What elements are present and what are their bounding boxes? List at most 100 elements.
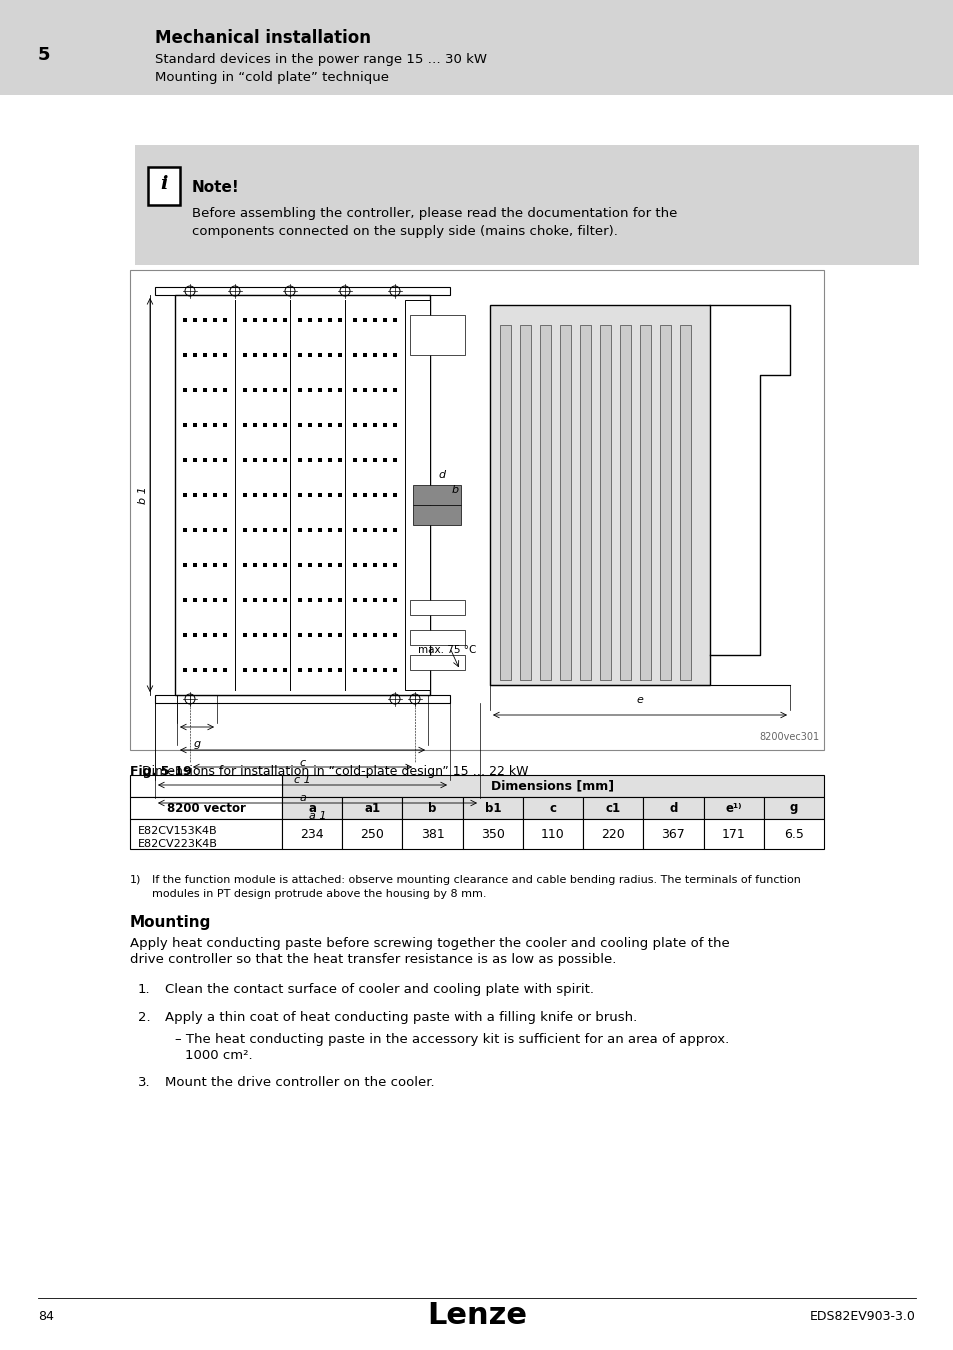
Bar xyxy=(519,325,531,680)
Text: d: d xyxy=(437,470,445,481)
Text: components connected on the supply side (mains choke, filter).: components connected on the supply side … xyxy=(192,224,618,238)
Bar xyxy=(282,819,342,849)
Bar xyxy=(619,325,630,680)
Bar xyxy=(130,775,282,796)
Text: 5: 5 xyxy=(38,46,51,63)
Text: c: c xyxy=(299,757,305,768)
Bar xyxy=(410,599,464,616)
Text: g: g xyxy=(193,738,200,749)
Text: Dimensions [mm]: Dimensions [mm] xyxy=(491,779,614,792)
Text: a: a xyxy=(308,802,315,814)
Bar xyxy=(462,796,522,819)
Text: a 1: a 1 xyxy=(309,811,326,821)
Bar xyxy=(413,505,460,525)
Text: Apply a thin coat of heat conducting paste with a filling knife or brush.: Apply a thin coat of heat conducting pas… xyxy=(165,1011,637,1025)
Bar xyxy=(639,325,650,680)
Text: 350: 350 xyxy=(480,828,504,841)
Bar xyxy=(559,325,571,680)
Bar xyxy=(579,325,590,680)
Text: Lenze: Lenze xyxy=(427,1301,526,1331)
Bar xyxy=(154,695,450,703)
Text: Fig. 5-19: Fig. 5-19 xyxy=(130,765,192,778)
Bar xyxy=(342,796,402,819)
Text: EDS82EV903-3.0: EDS82EV903-3.0 xyxy=(809,1310,915,1323)
Bar xyxy=(410,630,464,645)
Bar xyxy=(135,144,918,265)
Text: E82CV153K4B: E82CV153K4B xyxy=(138,826,217,836)
Text: c1: c1 xyxy=(605,802,620,814)
Bar xyxy=(282,796,342,819)
Text: e¹⁾: e¹⁾ xyxy=(724,802,741,814)
Text: c: c xyxy=(549,802,556,814)
Text: Dimensions for installation in “cold-plate design” 15 … 22 kW: Dimensions for installation in “cold-pla… xyxy=(130,765,528,778)
Bar xyxy=(462,819,522,849)
Text: Standard devices in the power range 15 … 30 kW: Standard devices in the power range 15 …… xyxy=(154,54,486,66)
Bar xyxy=(582,819,642,849)
Text: max. 75 °C: max. 75 °C xyxy=(417,645,476,655)
Text: Mount the drive controller on the cooler.: Mount the drive controller on the cooler… xyxy=(165,1076,435,1089)
Bar xyxy=(499,325,511,680)
Bar xyxy=(490,305,709,684)
Text: 6.5: 6.5 xyxy=(783,828,803,841)
Bar xyxy=(763,819,823,849)
Bar xyxy=(130,270,823,751)
Text: Mounting in “cold plate” technique: Mounting in “cold plate” technique xyxy=(154,70,389,84)
Bar xyxy=(154,288,450,296)
Text: d: d xyxy=(669,802,677,814)
Text: b1: b1 xyxy=(484,802,500,814)
Bar xyxy=(702,819,763,849)
Bar xyxy=(402,819,462,849)
Bar xyxy=(410,655,464,670)
Text: Mounting: Mounting xyxy=(130,915,212,930)
Text: 220: 220 xyxy=(600,828,624,841)
Text: Mechanical installation: Mechanical installation xyxy=(154,28,371,47)
Text: g: g xyxy=(789,802,798,814)
Text: E82CV223K4B: E82CV223K4B xyxy=(138,838,217,849)
Bar xyxy=(763,796,823,819)
Bar xyxy=(0,0,953,95)
Text: Clean the contact surface of cooler and cooling plate with spirit.: Clean the contact surface of cooler and … xyxy=(165,983,594,996)
Bar xyxy=(410,315,464,355)
Text: Before assembling the controller, please read the documentation for the: Before assembling the controller, please… xyxy=(192,207,677,220)
Bar xyxy=(582,796,642,819)
Text: 110: 110 xyxy=(540,828,564,841)
Bar xyxy=(342,819,402,849)
Text: 2.: 2. xyxy=(138,1011,151,1025)
Bar xyxy=(522,796,582,819)
Bar xyxy=(679,325,690,680)
Text: If the function module is attached: observe mounting clearance and cable bending: If the function module is attached: obse… xyxy=(152,875,800,886)
Text: 84: 84 xyxy=(38,1310,53,1323)
Text: drive controller so that the heat transfer resistance is as low as possible.: drive controller so that the heat transf… xyxy=(130,953,616,967)
Text: c 1: c 1 xyxy=(294,775,311,784)
Text: 234: 234 xyxy=(300,828,324,841)
Bar xyxy=(148,167,180,205)
Text: a: a xyxy=(298,792,306,803)
Bar xyxy=(599,325,610,680)
Text: 250: 250 xyxy=(360,828,384,841)
Text: 8200 vector: 8200 vector xyxy=(167,802,245,814)
Text: 8200vec301: 8200vec301 xyxy=(760,732,820,742)
Bar xyxy=(405,300,430,690)
Bar xyxy=(413,485,460,505)
Text: e: e xyxy=(636,695,642,705)
Bar xyxy=(174,296,430,695)
Bar xyxy=(130,796,282,819)
Bar xyxy=(642,819,702,849)
Text: 171: 171 xyxy=(721,828,744,841)
Text: b 1: b 1 xyxy=(138,486,148,504)
Bar xyxy=(402,796,462,819)
Text: 367: 367 xyxy=(660,828,684,841)
Text: Note!: Note! xyxy=(192,180,239,194)
Bar xyxy=(539,325,551,680)
Text: – The heat conducting paste in the accessory kit is sufficient for an area of ap: – The heat conducting paste in the acces… xyxy=(174,1033,728,1046)
Text: 3.: 3. xyxy=(138,1076,151,1089)
Text: Apply heat conducting paste before screwing together the cooler and cooling plat: Apply heat conducting paste before screw… xyxy=(130,937,729,950)
Bar xyxy=(702,796,763,819)
Bar xyxy=(659,325,670,680)
Text: modules in PT design protrude above the housing by 8 mm.: modules in PT design protrude above the … xyxy=(152,890,486,899)
Text: 1.: 1. xyxy=(138,983,151,996)
Bar xyxy=(130,819,282,849)
Text: 1000 cm².: 1000 cm². xyxy=(185,1049,253,1062)
Text: i: i xyxy=(160,176,168,193)
Bar xyxy=(282,775,823,796)
